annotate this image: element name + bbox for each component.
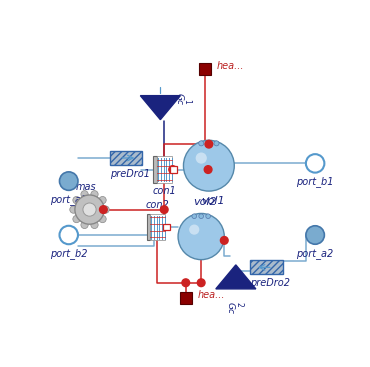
Circle shape (73, 215, 80, 223)
Circle shape (206, 141, 211, 146)
Text: 1: 1 (182, 99, 191, 104)
Bar (110, 151, 142, 165)
Bar (149, 214, 165, 240)
Text: con1: con1 (152, 186, 176, 196)
Bar (170, 167, 176, 172)
Text: vol1: vol1 (201, 196, 225, 207)
Text: Gc: Gc (174, 94, 183, 105)
Circle shape (75, 195, 104, 224)
Bar (154, 156, 157, 183)
Circle shape (81, 221, 88, 229)
Bar (147, 214, 149, 240)
Bar (250, 261, 283, 274)
Circle shape (221, 237, 228, 244)
Circle shape (60, 172, 78, 190)
Bar (199, 62, 211, 75)
Circle shape (189, 225, 199, 235)
Text: 2: 2 (235, 302, 243, 307)
Circle shape (192, 214, 196, 218)
Text: mas: mas (75, 182, 96, 192)
Circle shape (99, 196, 106, 204)
Bar (157, 156, 172, 183)
Circle shape (199, 214, 204, 218)
Circle shape (160, 206, 168, 214)
Text: preDro2: preDro2 (250, 278, 290, 288)
Circle shape (91, 190, 98, 198)
Circle shape (206, 214, 211, 218)
Text: con2: con2 (145, 200, 169, 210)
Circle shape (306, 226, 324, 244)
Text: Gc: Gc (225, 302, 234, 314)
Circle shape (81, 190, 88, 198)
Text: vol2: vol2 (193, 197, 217, 207)
Circle shape (199, 141, 204, 146)
Polygon shape (140, 96, 181, 120)
Circle shape (196, 152, 207, 164)
Circle shape (306, 154, 324, 172)
Bar (164, 224, 169, 230)
Circle shape (214, 141, 219, 146)
Circle shape (83, 203, 96, 216)
Polygon shape (216, 265, 256, 289)
Circle shape (205, 140, 213, 148)
Text: port_a2: port_a2 (296, 248, 334, 259)
Circle shape (100, 206, 107, 214)
Text: port_b2: port_b2 (50, 248, 87, 259)
Text: port_a1: port_a1 (50, 194, 87, 205)
Text: preDro1: preDro1 (110, 169, 149, 179)
Text: hea...: hea... (216, 61, 244, 70)
Circle shape (184, 140, 234, 191)
Circle shape (182, 279, 190, 287)
Circle shape (70, 206, 77, 213)
Circle shape (60, 226, 78, 244)
Bar (179, 292, 192, 304)
Circle shape (204, 166, 212, 173)
Circle shape (197, 279, 205, 287)
Text: hea...: hea... (197, 290, 225, 300)
Circle shape (169, 166, 176, 173)
Circle shape (102, 206, 109, 213)
Circle shape (178, 214, 224, 259)
Circle shape (91, 221, 98, 229)
Circle shape (99, 215, 106, 223)
Circle shape (73, 196, 80, 204)
Text: port_b1: port_b1 (296, 177, 334, 188)
